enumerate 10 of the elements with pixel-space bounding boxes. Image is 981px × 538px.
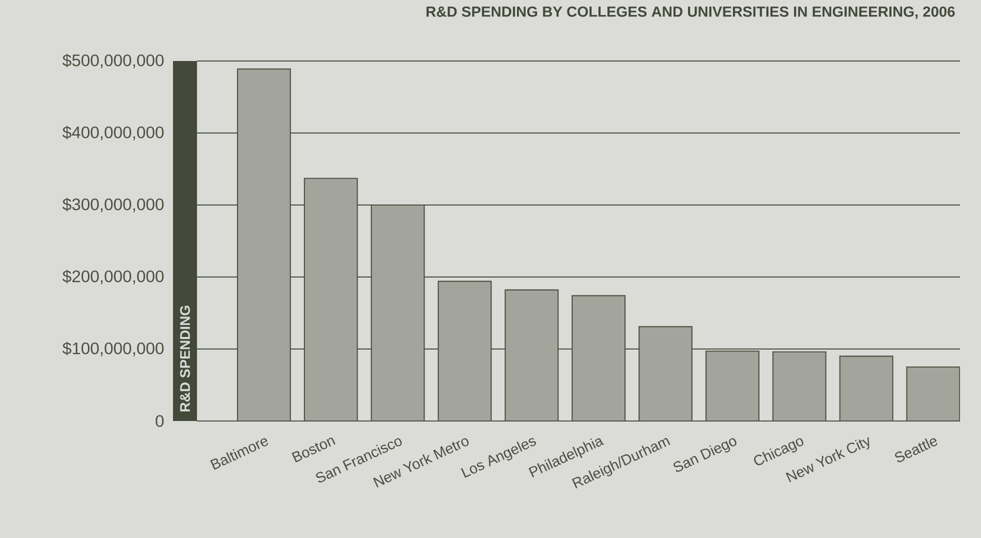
y-tick-label: $500,000,000 xyxy=(62,54,164,68)
x-tick-label: San Diego xyxy=(674,438,736,472)
x-tick-label: Seattle xyxy=(895,438,938,462)
y-tick-label: 0 xyxy=(156,415,164,427)
y-axis-title: R&D SPENDING xyxy=(180,306,190,412)
y-tick-label: $400,000,000 xyxy=(62,126,164,140)
y-tick-label: $100,000,000 xyxy=(62,342,164,356)
y-tick-label: $300,000,000 xyxy=(62,198,164,212)
y-tick-label: $200,000,000 xyxy=(62,270,164,284)
chart-title: R&D SPENDING BY COLLEGES AND UNIVERSITIES IN ENGINEERING, 2006 xyxy=(426,6,955,19)
